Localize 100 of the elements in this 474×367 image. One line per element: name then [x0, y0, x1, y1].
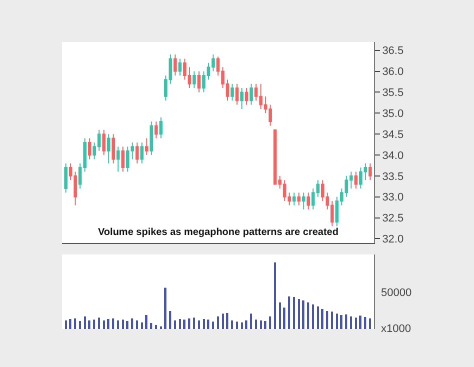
- candlestick: [297, 192, 301, 206]
- y-tick-label: 33.0: [382, 192, 404, 204]
- bar: [122, 320, 124, 329]
- y-tick-label: 35.5: [382, 87, 404, 100]
- candlestick: [140, 142, 144, 164]
- bar: [250, 314, 252, 329]
- y-tick-label: 36.5: [382, 45, 404, 58]
- candlestick: [106, 134, 110, 164]
- bar: [84, 316, 86, 329]
- bar: [88, 320, 90, 329]
- candlestick: [150, 121, 154, 156]
- bar: [93, 320, 96, 329]
- bar: [302, 300, 304, 329]
- bar: [312, 304, 314, 329]
- candlestick: [368, 162, 372, 181]
- bar: [136, 320, 138, 329]
- bar: [74, 318, 76, 329]
- y-tick-label: 32.5: [382, 212, 404, 225]
- candlestick: [88, 138, 92, 160]
- bar: [264, 321, 266, 329]
- y-tick-label: 32.0: [382, 234, 404, 246]
- bar: [321, 309, 324, 329]
- bar: [69, 319, 72, 329]
- bar: [155, 325, 157, 329]
- candlestick: [159, 116, 163, 139]
- bar: [207, 320, 210, 329]
- bar: [245, 320, 248, 329]
- candlestick: [292, 192, 296, 206]
- candlestick: [135, 142, 139, 164]
- bar: [193, 318, 195, 329]
- y-tick-label: 34.5: [382, 128, 404, 141]
- bar: [79, 321, 81, 329]
- candlestick: [197, 70, 201, 93]
- bar: [150, 323, 152, 329]
- bar: [364, 317, 366, 329]
- bar: [293, 297, 295, 329]
- candlestick: [178, 58, 182, 76]
- candlestick: [244, 88, 248, 106]
- bar: [231, 320, 233, 329]
- candlestick: [192, 70, 196, 89]
- candlestick: [154, 121, 158, 139]
- candlestick: [121, 146, 125, 172]
- candlestick: [64, 162, 68, 194]
- bar: [355, 318, 357, 329]
- bar: [212, 322, 214, 329]
- candlestick: [144, 138, 148, 156]
- bar: [236, 322, 238, 329]
- y-tick-label: 35.0: [382, 108, 404, 120]
- candlestick: [354, 171, 358, 189]
- bar: [183, 320, 186, 329]
- candlestick: [250, 83, 253, 106]
- bar: [126, 321, 128, 329]
- bar: [317, 306, 319, 329]
- y-tick-label: 36.0: [382, 66, 404, 78]
- bar: [260, 320, 262, 329]
- bar: [98, 318, 100, 329]
- bar: [107, 319, 110, 329]
- candlestick: [102, 129, 106, 156]
- bar: [169, 311, 172, 329]
- candlestick: [112, 134, 116, 164]
- bar: [145, 315, 148, 329]
- candlestick: [116, 146, 120, 172]
- bar: [164, 288, 166, 329]
- bar: [222, 314, 224, 329]
- bar: [255, 320, 257, 329]
- bar: [241, 322, 243, 329]
- bar: [369, 318, 371, 329]
- bar: [288, 296, 290, 329]
- bar: [283, 308, 286, 329]
- bar: [198, 320, 200, 329]
- y-axis-title: x1000: [381, 323, 411, 335]
- bar: [117, 320, 119, 329]
- bar: [274, 262, 276, 329]
- bar: [65, 320, 67, 329]
- bar: [226, 313, 228, 329]
- y-tick-label: 34.0: [382, 150, 404, 162]
- text: 50000: [381, 287, 412, 299]
- bar: [298, 299, 300, 329]
- bar: [307, 302, 310, 329]
- bar: [345, 314, 348, 329]
- bar: [359, 316, 362, 329]
- candlestick: [240, 88, 244, 110]
- bar: [203, 319, 205, 329]
- bar: [131, 318, 134, 329]
- bar: [340, 315, 342, 329]
- bar: [141, 322, 143, 329]
- candlestick: [230, 83, 234, 102]
- bar: [350, 316, 352, 329]
- bar: [179, 319, 181, 329]
- bar: [160, 326, 162, 329]
- candlestick: [235, 83, 239, 106]
- bar: [174, 320, 176, 329]
- bar: [112, 318, 114, 329]
- candlestick: [302, 192, 306, 210]
- bar: [217, 316, 219, 329]
- annotation: Volume spikes as megaphone patterns are created: [98, 227, 338, 238]
- bar: [336, 314, 338, 329]
- bar: [326, 311, 328, 329]
- y-tick-label: 33.5: [382, 170, 404, 183]
- bar: [188, 318, 190, 329]
